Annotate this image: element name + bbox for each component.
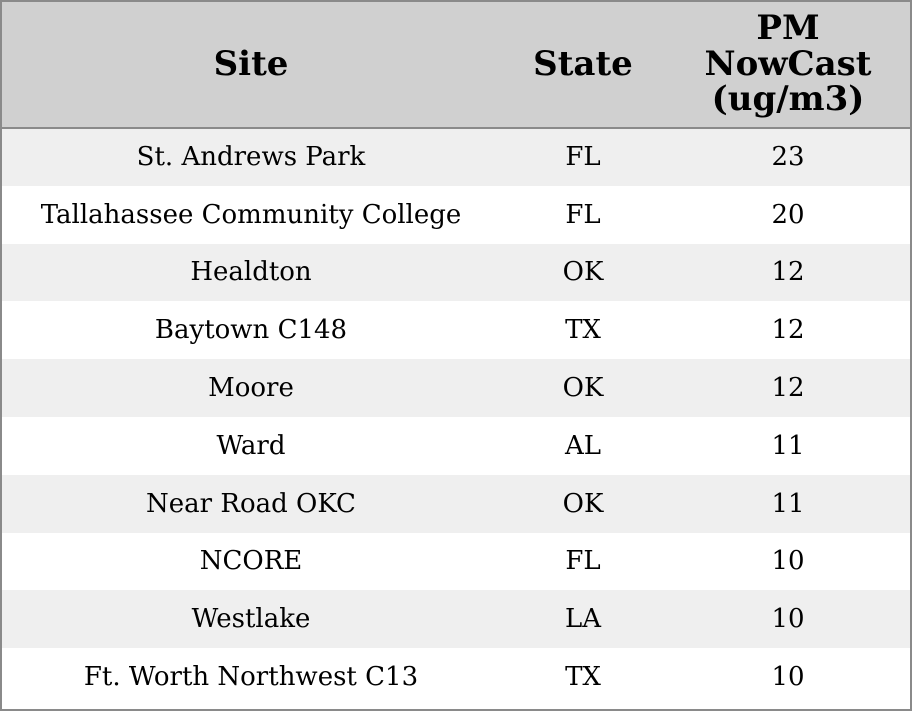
table-row: Baytown C148 TX 12 bbox=[2, 301, 910, 360]
table-cell: OK bbox=[562, 373, 604, 404]
table-cell: Ft. Worth Northwest C13 bbox=[83, 662, 419, 693]
table-cell: St. Andrews Park bbox=[136, 142, 366, 173]
table-cell: Moore bbox=[208, 373, 294, 404]
table-cell: 10 bbox=[771, 546, 805, 577]
table-row: Moore OK 12 bbox=[2, 359, 910, 417]
table-cell: 12 bbox=[771, 315, 805, 346]
table-cell: AL bbox=[564, 430, 602, 461]
column-header-text: PM NowCast (ug/m3) bbox=[704, 7, 872, 120]
table-cell: 11 bbox=[771, 430, 805, 461]
header-row: Site State PM NowCast (ug/m3) bbox=[2, 2, 910, 128]
table-cell: TX bbox=[565, 315, 601, 346]
table-row: Westlake LA 10 bbox=[2, 590, 910, 649]
table-cell: NCORE bbox=[199, 546, 303, 577]
table-cell: 20 bbox=[771, 199, 805, 230]
table-row: NCORE FL 10 bbox=[2, 532, 910, 591]
table-cell: FL bbox=[565, 546, 601, 577]
table-row: St. Andrews Park FL 23 bbox=[2, 128, 910, 186]
table-body: St. Andrews Park FL 23 Tallahassee Communit… bbox=[2, 128, 910, 706]
table-cell: 12 bbox=[771, 373, 805, 404]
table-cell: OK bbox=[562, 257, 604, 288]
table-row: Ward AL 11 bbox=[2, 416, 910, 475]
column-header: PM NowCast (ug/m3) bbox=[666, 2, 910, 128]
table-row: Healdton OK 12 bbox=[2, 243, 910, 302]
table-cell: 23 bbox=[771, 142, 805, 173]
table-cell: TX bbox=[565, 662, 601, 693]
table-cell: 10 bbox=[771, 604, 805, 635]
table-cell: 11 bbox=[771, 488, 805, 519]
table-cell: OK bbox=[562, 488, 604, 519]
table-cell: Near Road OKC bbox=[146, 488, 356, 519]
table-cell: 10 bbox=[771, 662, 805, 693]
table-row: Tallahassee Community College FL 20 bbox=[2, 185, 910, 244]
table-cell: FL bbox=[565, 142, 601, 173]
table-cell: Ward bbox=[216, 430, 286, 461]
table-cell: LA bbox=[564, 604, 602, 635]
table-cell: FL bbox=[565, 199, 601, 230]
column-header-text: State bbox=[533, 43, 633, 84]
table-cell: Healdton bbox=[190, 257, 312, 288]
column-header: State bbox=[500, 2, 666, 128]
column-header: Site bbox=[2, 2, 500, 128]
table-cell: Baytown C148 bbox=[154, 315, 348, 346]
table-cell: 12 bbox=[771, 257, 805, 288]
table-row: Near Road OKC OK 11 bbox=[2, 474, 910, 533]
column-header-text: Site bbox=[213, 43, 289, 84]
table-cell: Westlake bbox=[191, 604, 311, 635]
table-cell: Tallahassee Community College bbox=[40, 199, 462, 230]
table-header: Site State PM NowCast (ug/m3) bbox=[2, 2, 910, 128]
table-row: Ft. Worth Northwest C13 TX 10 bbox=[2, 648, 910, 706]
